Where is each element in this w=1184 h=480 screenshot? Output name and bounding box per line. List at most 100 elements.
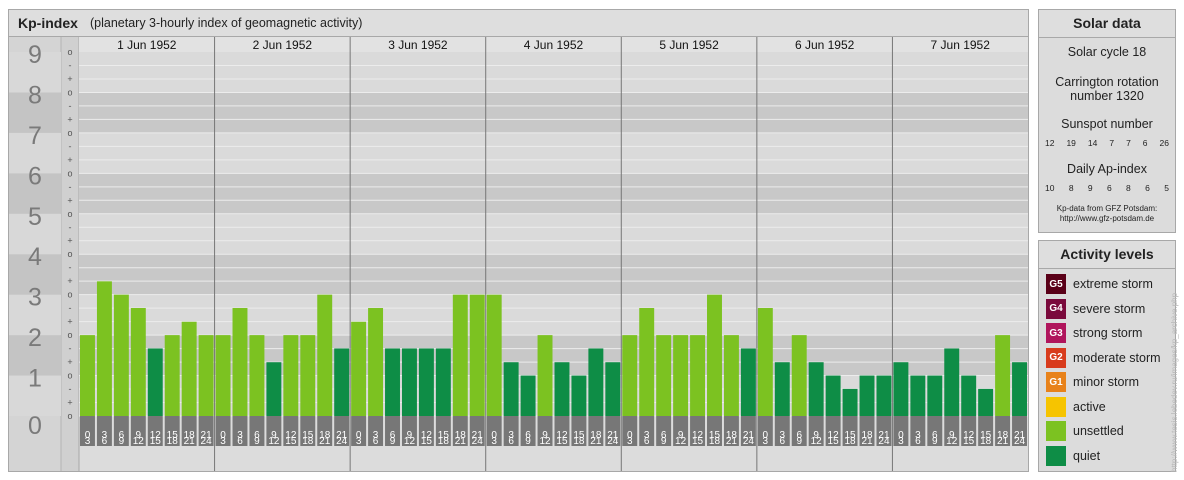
kp-bar [385, 348, 400, 416]
kp-bar [723, 335, 739, 416]
day-label: 3 Jun 1952 [388, 38, 448, 52]
interval-box [266, 416, 282, 446]
interval-start: 21 [878, 430, 890, 441]
interval-start: 0 [356, 430, 362, 441]
minor-tick-label: + [67, 276, 72, 286]
chart-subtitle: (planetary 3-hourly index of geomagnetic… [90, 16, 363, 30]
interval-start: 15 [845, 430, 857, 441]
ap-value: 8 [1068, 183, 1074, 193]
minor-tick-label: - [69, 263, 72, 273]
credit-url[interactable]: http://www.gfz-potsdam.de [1059, 214, 1155, 223]
kp-bar [300, 335, 316, 416]
solar-cycle: Solar cycle 18 [1067, 45, 1147, 59]
interval-box [859, 416, 875, 446]
interval-start: 3 [644, 430, 650, 441]
sunspot-value: 7 [1109, 138, 1115, 148]
legend-swatch: G3 [1046, 323, 1066, 343]
minor-tick-label: - [69, 222, 72, 232]
sunspot-value: 7 [1126, 138, 1131, 148]
interval-end: 21 [997, 436, 1009, 447]
interval-box [537, 416, 553, 446]
interval-start: 9 [136, 430, 142, 441]
interval-box [300, 416, 316, 446]
solar-data-panel: Solar data Solar cycle 18 Carrington rot… [1038, 9, 1176, 233]
sunspot-values: 12 19 14 7 7 6 26 [1045, 138, 1169, 148]
minor-tick-label: o [67, 371, 72, 381]
interval-box [740, 416, 756, 446]
interval-start: 21 [743, 430, 755, 441]
kp-bar [825, 375, 841, 416]
interval-end: 3 [356, 436, 362, 447]
day-label: 4 Jun 1952 [524, 38, 584, 52]
legend-label: quiet [1073, 448, 1101, 463]
interval-box [198, 416, 214, 446]
interval-start: 21 [607, 430, 619, 441]
y-tick-band [9, 132, 61, 174]
interval-start: 18 [319, 430, 331, 441]
interval-end: 3 [85, 436, 91, 447]
interval-start: 0 [85, 430, 91, 441]
minor-tick-label: o [67, 330, 72, 340]
ap-value: 8 [1126, 183, 1131, 193]
interval-start: 18 [861, 430, 873, 441]
interval-start: 3 [237, 430, 243, 441]
kp-bar [164, 335, 180, 416]
interval-box [80, 416, 95, 446]
legend-swatch: G4 [1046, 298, 1066, 319]
credit-line1: Kp-data from GFZ Potsdam: [1056, 204, 1158, 213]
interval-start: 18 [455, 430, 467, 441]
interval-start: 9 [678, 430, 684, 441]
interval-box [554, 416, 570, 446]
chart-header: Kp-index (planetary 3-hourly index of ge… [9, 10, 1028, 37]
interval-start: 12 [421, 430, 433, 441]
legend-item-quiet: quiet [1046, 445, 1101, 466]
interval-start: 0 [220, 430, 226, 441]
interval-end: 9 [390, 436, 396, 447]
ap-value: 9 [1087, 183, 1093, 193]
interval-end: 12 [675, 436, 687, 447]
interval-end: 24 [336, 436, 348, 447]
legend-label: strong storm [1073, 326, 1143, 340]
minor-tick-label: - [69, 60, 72, 70]
interval-start: 9 [949, 430, 955, 441]
interval-end: 9 [525, 436, 531, 447]
interval-start: 3 [779, 430, 785, 441]
interval-start: 21 [1014, 430, 1026, 441]
grid-band [79, 213, 1028, 255]
ap-label: Daily Ap-index [1067, 162, 1147, 176]
solar-data-title: Solar data [1039, 10, 1175, 38]
legend-swatch [1046, 396, 1066, 417]
interval-box [96, 416, 112, 446]
interval-box [351, 416, 367, 446]
interval-box [774, 416, 790, 446]
interval-start: 21 [201, 430, 213, 441]
interval-box [927, 416, 943, 446]
legend-item-extreme-storm: G5 extreme storm [1046, 274, 1153, 294]
minor-tick-label: + [67, 357, 72, 367]
interval-start: 12 [692, 430, 704, 441]
kp-chart: 0123456789o+o+-o+-o+-o+-o+-o+-o+-o+-o-1 … [9, 37, 1028, 471]
interval-box [622, 416, 638, 446]
interval-box [910, 416, 926, 446]
interval-end: 6 [237, 436, 243, 447]
y-tick-label: 8 [28, 81, 42, 109]
interval-box [181, 416, 197, 446]
interval-box [469, 416, 485, 446]
sunspot-value: 26 [1159, 138, 1169, 148]
interval-box [876, 416, 892, 446]
activity-levels-panel: Activity levels G5 extreme storm G4 severe … [1038, 240, 1176, 472]
interval-box [707, 416, 722, 446]
ap-value: 6 [1145, 183, 1150, 193]
grid-band [79, 173, 1028, 214]
interval-start: 0 [627, 430, 633, 441]
interval-box [435, 416, 451, 446]
kp-bar [774, 362, 790, 416]
kp-bar [978, 388, 994, 416]
day-label: 6 Jun 1952 [795, 38, 855, 52]
interval-box [842, 416, 858, 446]
minor-tick-label: - [69, 141, 72, 151]
day-label: 7 Jun 1952 [931, 38, 991, 52]
y-tick-label: 9 [28, 41, 42, 69]
kp-bar [1012, 362, 1027, 416]
kp-bar [876, 375, 892, 416]
